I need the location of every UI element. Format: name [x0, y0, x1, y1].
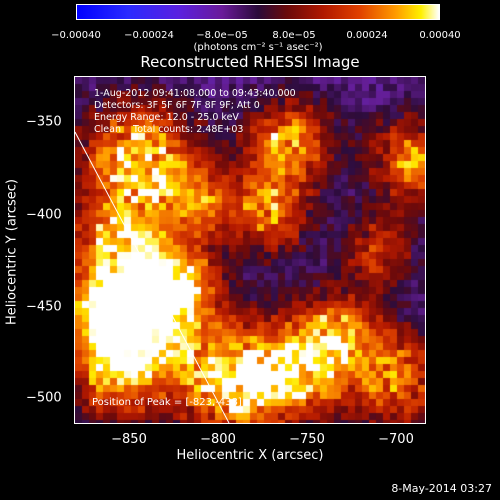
x-axis-label: Heliocentric X (arcsec) — [176, 448, 324, 463]
x-tick-label: −850 — [111, 432, 147, 447]
colorbar-tick: 0.00040 — [419, 30, 461, 41]
colorbar-tick: −8.0e−05 — [196, 30, 248, 41]
x-tick-label: −700 — [378, 432, 414, 447]
x-tick-label: −750 — [289, 432, 325, 447]
colorbar-units: (photons cm⁻² s⁻¹ asec⁻²) — [193, 42, 323, 53]
time-range-text: 1-Aug-2012 09:41:08.000 to 09:43:40.000 — [94, 88, 296, 99]
colorbar-tick: −0.00040 — [51, 30, 101, 41]
y-tick-label: −500 — [26, 390, 62, 406]
footer-date: 8-May-2014 03:27 — [391, 482, 492, 495]
y-tick-label: −450 — [26, 299, 62, 315]
clean-counts-text: Clean Total counts: 2.48E+03 — [94, 124, 244, 135]
detectors-text: Detectors: 3F 5F 6F 7F 8F 9F; Att 0 — [94, 100, 260, 111]
peak-position-text: Position of Peak = [-823,-438] — [92, 397, 242, 408]
image-plot — [74, 76, 426, 424]
colorbar-tick: 8.0e−05 — [272, 30, 316, 41]
colorbar-tick: −0.00024 — [124, 30, 174, 41]
energy-range-text: Energy Range: 12.0 - 25.0 keV — [94, 112, 239, 123]
y-axis-label: Heliocentric Y (arcsec) — [4, 179, 20, 325]
rhessi-image-map — [75, 77, 425, 423]
x-tick-label: −800 — [200, 432, 236, 447]
page-title: Reconstructed RHESSI Image — [140, 53, 360, 71]
colorbar-tick: 0.00024 — [346, 30, 388, 41]
solar-limb-line — [75, 131, 230, 423]
colorbar — [76, 4, 440, 20]
y-tick-label: −350 — [26, 114, 62, 130]
limb-overlay — [75, 131, 230, 423]
y-tick-label: −400 — [26, 207, 62, 223]
